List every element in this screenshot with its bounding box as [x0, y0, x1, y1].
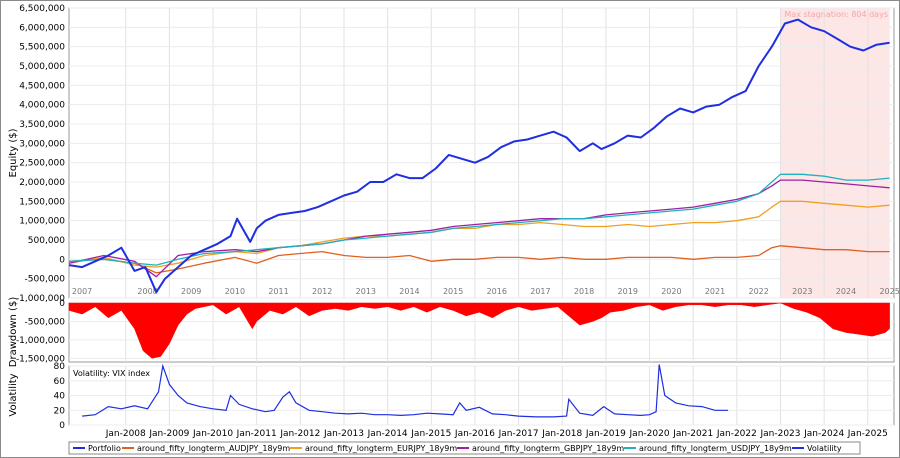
volatility-y-tick-label: 0	[59, 421, 65, 431]
stagnation-region	[780, 8, 890, 298]
equity-y-tick-label: 6,000,000	[19, 23, 65, 33]
equity-y-tick-label: 2,500,000	[19, 159, 65, 169]
volatility-y-axis-label: Volatility	[8, 373, 19, 416]
year-label: 2008	[137, 287, 157, 296]
x-tick-label: Jan-2015	[410, 429, 451, 439]
year-label: 2023	[792, 287, 812, 296]
legend: Portfolio around_fifty_longterm_AUDJPY_18…	[68, 441, 861, 455]
legend-item: around_fifty_longterm_AUDJPY_18y9m	[122, 444, 290, 453]
legend-item: Volatility	[792, 444, 842, 453]
equity-y-tick-label: 4,000,000	[19, 101, 65, 111]
legend-item: around_fifty_longterm_EURJPY_18y9m	[290, 444, 457, 453]
year-label: 2010	[225, 287, 245, 296]
year-label: 2007	[72, 287, 92, 296]
equity-y-tick-label: 3,500,000	[19, 120, 65, 130]
drawdown-y-tick-label: -1,000,000	[16, 336, 65, 346]
equity-y-ticks: 6,500,000 6,000,000 5,500,000 5,000,000 4,50…	[16, 4, 65, 304]
year-label: 2014	[399, 287, 419, 296]
equity-y-axis-label: Equity ($)	[8, 128, 19, 177]
series-line-around_fifty_longterm_GBPJPY_18y9m	[68, 179, 890, 278]
volatility-y-tick-label: 80	[54, 362, 66, 372]
equity-y-tick-label: 5,500,000	[19, 43, 65, 53]
year-label: 2012	[312, 287, 332, 296]
year-label: 2011	[268, 287, 288, 296]
x-tick-label: Jan-2012	[279, 429, 320, 439]
x-axis-date-labels: Jan-2008 Jan-2009 Jan-2010 Jan-2011 Jan-2012…	[105, 429, 888, 439]
equity-y-tick-label: 3,000,000	[19, 139, 65, 149]
year-label: 2022	[749, 287, 769, 296]
volatility-y-tick-label: 40	[54, 392, 66, 402]
series-line-around_fifty_longterm_AUDJPY_18y9m	[68, 245, 890, 274]
equity-y-tick-label: 500,000	[28, 236, 65, 246]
equity-y-tick-label: -500,000	[25, 275, 66, 285]
volatility-y-ticks: 80 60 40 20 0	[54, 362, 66, 431]
equity-y-tick-label: 6,500,000	[19, 4, 65, 14]
drawdown-y-tick-label: 0	[59, 299, 65, 309]
x-tick-label: Jan-2019	[585, 429, 626, 439]
drawdown-area	[68, 302, 890, 359]
x-tick-label: Jan-2010	[192, 429, 233, 439]
x-tick-label: Jan-2023	[759, 429, 800, 439]
legend-label: Volatility	[807, 444, 842, 453]
equity-y-tick-label: 1,000,000	[19, 217, 65, 227]
equity-y-tick-label: 0	[59, 255, 65, 265]
volatility-y-tick-label: 60	[54, 377, 66, 387]
x-tick-label: Jan-2021	[672, 429, 713, 439]
year-label: 2013	[356, 287, 376, 296]
vix-index-label: Volatility: VIX index	[73, 369, 150, 378]
x-tick-label: Jan-2008	[105, 429, 146, 439]
drawdown-y-tick-label: -500,000	[25, 317, 66, 327]
volatility-panel: 80 60 40 20 0 Volatility: VIX index Volatili…	[8, 362, 895, 431]
x-tick-label: Jan-2009	[148, 429, 189, 439]
stagnation-annotation: Max stagnation: 804 days	[784, 10, 888, 19]
equity-y-tick-label: -1,000,000	[16, 294, 65, 304]
year-label: 2017	[530, 287, 550, 296]
legend-item: around_fifty_longterm_GBPJPY_18y9m	[457, 444, 624, 453]
x-tick-label: Jan-2013	[323, 429, 364, 439]
equity-y-tick-label: 5,000,000	[19, 62, 65, 72]
year-label: 2021	[705, 287, 725, 296]
volatility-grid	[69, 365, 894, 426]
equity-year-labels: 2007 2008 2009 2010 2011 2012 2013 2014 2015 2016…	[72, 287, 900, 296]
year-label: 2009	[181, 287, 201, 296]
drawdown-y-ticks: 0 -500,000 -1,000,000 -1,500,000	[16, 299, 65, 364]
year-label: 2025	[879, 287, 899, 296]
legend-label: around_fifty_longterm_AUDJPY_18y9m	[137, 444, 290, 453]
year-label: 2015	[443, 287, 463, 296]
drawdown-y-axis-label: Drawdown ($)	[8, 297, 19, 368]
year-label: 2018	[574, 287, 594, 296]
legend-label: around_fifty_longterm_GBPJPY_18y9m	[472, 444, 624, 453]
equity-y-tick-label: 4,500,000	[19, 81, 65, 91]
volatility-y-tick-label: 20	[54, 406, 66, 416]
legend-label: around_fifty_longterm_USDJPY_18y9m	[639, 444, 792, 453]
x-tick-label: Jan-2024	[803, 429, 844, 439]
year-label: 2020	[661, 287, 681, 296]
legend-label: Portfolio	[88, 444, 121, 453]
equity-y-tick-label: 1,500,000	[19, 197, 65, 207]
equity-y-tick-label: 2,000,000	[19, 178, 65, 188]
x-tick-label: Jan-2020	[629, 429, 670, 439]
x-tick-label: Jan-2017	[498, 429, 539, 439]
legend-item: Portfolio	[73, 444, 121, 453]
x-tick-label: Jan-2016	[454, 429, 495, 439]
equity-series-lines	[68, 18, 890, 294]
drawdown-y-tick-label: -1,500,000	[16, 354, 65, 364]
x-tick-label: Jan-2018	[541, 429, 582, 439]
x-tick-label: Jan-2022	[716, 429, 757, 439]
vix-line	[82, 363, 729, 418]
legend-label: around_fifty_longterm_EURJPY_18y9m	[305, 444, 457, 453]
year-label: 2019	[618, 287, 638, 296]
year-label: 2016	[487, 287, 507, 296]
x-tick-label: Jan-2025	[847, 429, 888, 439]
x-tick-label: Jan-2014	[367, 429, 408, 439]
series-line-Portfolio	[68, 18, 890, 294]
x-tick-label: Jan-2011	[236, 429, 277, 439]
year-label: 2024	[836, 287, 856, 296]
series-line-around_fifty_longterm_USDJPY_18y9m	[68, 173, 890, 266]
drawdown-panel: 0 -500,000 -1,000,000 -1,500,000 Drawdown (…	[8, 297, 895, 368]
legend-item: around_fifty_longterm_USDJPY_18y9m	[624, 444, 792, 453]
equity-panel: Max stagnation: 804 days 6,500,000 6,000,…	[8, 4, 900, 304]
